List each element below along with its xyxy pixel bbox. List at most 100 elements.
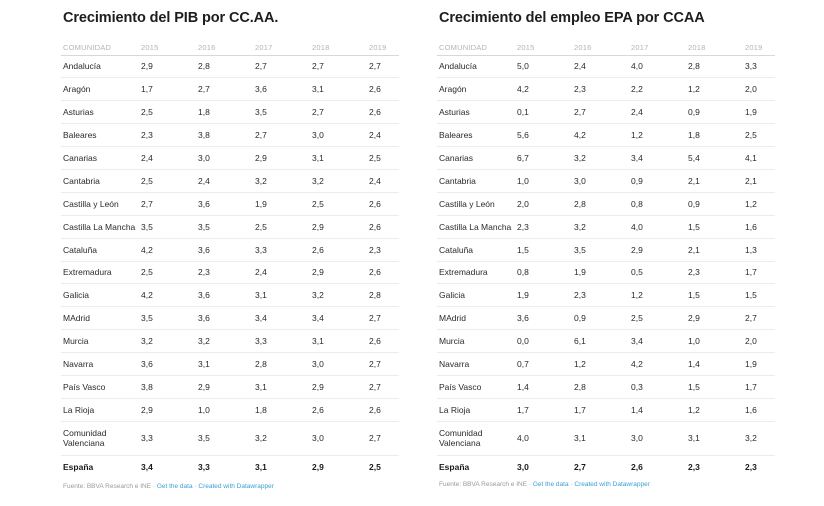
value-cell: 3,6 xyxy=(255,77,312,102)
value-cell: 1,5 xyxy=(688,375,745,399)
column-header-year: 2019 xyxy=(369,40,399,56)
value-cell: 3,1 xyxy=(312,329,369,354)
value-cell: 2,7 xyxy=(369,306,399,331)
value-cell: 2,5 xyxy=(631,306,688,331)
table-row: Extremadura 2,5 2,3 2,4 2,9 2,6 xyxy=(61,261,399,285)
table-row: Andalucía 2,9 2,8 2,7 2,7 2,7 xyxy=(61,55,399,79)
value-cell: 1,9 xyxy=(745,352,775,376)
value-cell: 3,3 xyxy=(255,238,312,262)
table-row: Navarra 3,6 3,1 2,8 3,0 2,7 xyxy=(61,352,399,376)
value-cell: 2,6 xyxy=(369,329,399,354)
region-name: Comunidad Valenciana xyxy=(437,421,517,456)
value-cell: 1,9 xyxy=(745,100,775,125)
value-cell: 4,2 xyxy=(141,238,198,262)
value-cell: 2,9 xyxy=(631,238,688,262)
value-cell: 3,4 xyxy=(631,329,688,354)
column-header-year: 2019 xyxy=(745,40,775,56)
value-cell: 1,7 xyxy=(745,375,775,399)
column-header-year: 2017 xyxy=(631,40,688,56)
value-cell: 3,0 xyxy=(631,421,688,456)
value-cell: 0,1 xyxy=(517,100,574,125)
value-cell: 2,6 xyxy=(369,77,399,102)
region-name: Castilla La Mancha xyxy=(61,215,141,239)
value-cell: 3,2 xyxy=(574,215,631,239)
value-cell: 2,4 xyxy=(198,169,255,193)
value-cell: 2,7 xyxy=(198,77,255,102)
region-name: Cataluña xyxy=(61,238,141,262)
region-name: País Vasco xyxy=(61,375,141,399)
value-cell: 3,2 xyxy=(745,421,775,456)
created-with-link[interactable]: Created with Datawrapper xyxy=(198,483,274,490)
table-row: La Rioja 1,7 1,7 1,4 1,2 1,6 xyxy=(437,398,775,422)
value-cell: 3,2 xyxy=(198,329,255,354)
value-cell: 2,3 xyxy=(517,215,574,239)
value-cell: 3,1 xyxy=(312,146,369,170)
value-cell: 4,1 xyxy=(745,146,775,170)
value-cell: 3,5 xyxy=(574,238,631,262)
value-cell: 4,0 xyxy=(517,421,574,456)
value-cell: 2,3 xyxy=(688,261,745,285)
value-cell: 1,8 xyxy=(688,123,745,148)
value-cell: 4,0 xyxy=(631,55,688,79)
region-name: Canarias xyxy=(61,146,141,170)
value-cell: 2,6 xyxy=(631,461,643,472)
value-cell: 2,7 xyxy=(369,421,399,456)
value-cell: 0,8 xyxy=(631,192,688,216)
value-cell: 2,6 xyxy=(369,261,399,285)
region-name: Andalucía xyxy=(61,55,141,79)
value-cell: 3,6 xyxy=(198,238,255,262)
value-cell: 1,4 xyxy=(631,398,688,422)
table-body: Andalucía 5,0 2,4 4,0 2,8 3,3 Aragón 4,2 2,3 2,2 1… xyxy=(437,55,775,477)
value-cell: 2,7 xyxy=(255,123,312,148)
table-row: Asturias 0,1 2,7 2,4 0,9 1,9 xyxy=(437,100,775,125)
value-cell: 2,9 xyxy=(688,306,745,331)
table-header: COMUNIDAD 2015 2016 2017 2018 2019 xyxy=(437,40,775,56)
value-cell: 0,5 xyxy=(631,261,688,285)
table-row: MAdrid 3,5 3,6 3,4 3,4 2,7 xyxy=(61,306,399,331)
value-cell: 3,1 xyxy=(255,283,312,308)
value-cell: 2,7 xyxy=(255,55,312,79)
data-table: COMUNIDAD 2015 2016 2017 2018 2019 Andalucía 5… xyxy=(437,40,775,477)
value-cell: 2,3 xyxy=(369,238,399,262)
value-cell: 5,0 xyxy=(517,55,574,79)
value-cell: 5,4 xyxy=(688,146,745,170)
source-note: Fuente: BBVA Research e INE · xyxy=(439,481,533,488)
value-cell: 2,5 xyxy=(369,146,399,170)
get-data-link[interactable]: Get the data xyxy=(156,483,193,490)
table-row: Cataluña 4,2 3,6 3,3 2,6 2,3 xyxy=(61,238,399,262)
region-name: Baleares xyxy=(61,123,141,148)
value-cell: 1,9 xyxy=(517,283,574,308)
region-name: Extremadura xyxy=(61,261,141,285)
chart-footer: Fuente: BBVA Research e INE · Get the da… xyxy=(439,481,650,488)
column-header-year: 2016 xyxy=(198,40,255,56)
value-cell: 3,6 xyxy=(198,283,255,308)
footer-separator: · xyxy=(192,483,199,490)
column-header-year: 2017 xyxy=(255,40,312,56)
panel-title: Crecimiento del empleo EPA por CCAA xyxy=(439,10,705,26)
value-cell: 2,0 xyxy=(745,77,775,102)
region-name: Aragón xyxy=(61,77,141,102)
value-cell: 2,4 xyxy=(574,55,631,79)
value-cell: 2,6 xyxy=(312,238,369,262)
value-cell: 3,1 xyxy=(312,77,369,102)
value-cell: 3,5 xyxy=(255,100,312,125)
source-note: Fuente: BBVA Research e INE · xyxy=(63,483,157,490)
get-data-link[interactable]: Get the data xyxy=(532,481,569,488)
value-cell: 2,3 xyxy=(745,461,757,472)
table-row: Baleares 5,6 4,2 1,2 1,8 2,5 xyxy=(437,123,775,148)
created-with-link[interactable]: Created with Datawrapper xyxy=(574,481,650,488)
region-name: España xyxy=(63,461,94,472)
value-cell: 2,6 xyxy=(369,192,399,216)
value-cell: 2,3 xyxy=(141,123,198,148)
value-cell: 0,3 xyxy=(631,375,688,399)
value-cell: 3,1 xyxy=(574,421,631,456)
region-name: Navarra xyxy=(61,352,141,376)
region-name: Baleares xyxy=(437,123,517,148)
value-cell: 2,4 xyxy=(369,123,399,148)
value-cell: 2,9 xyxy=(141,55,198,79)
value-cell: 1,7 xyxy=(745,261,775,285)
column-header-year: 2015 xyxy=(517,40,574,56)
region-name: País Vasco xyxy=(437,375,517,399)
value-cell: 3,6 xyxy=(141,352,198,376)
table-row: País Vasco 1,4 2,8 0,3 1,5 1,7 xyxy=(437,375,775,399)
